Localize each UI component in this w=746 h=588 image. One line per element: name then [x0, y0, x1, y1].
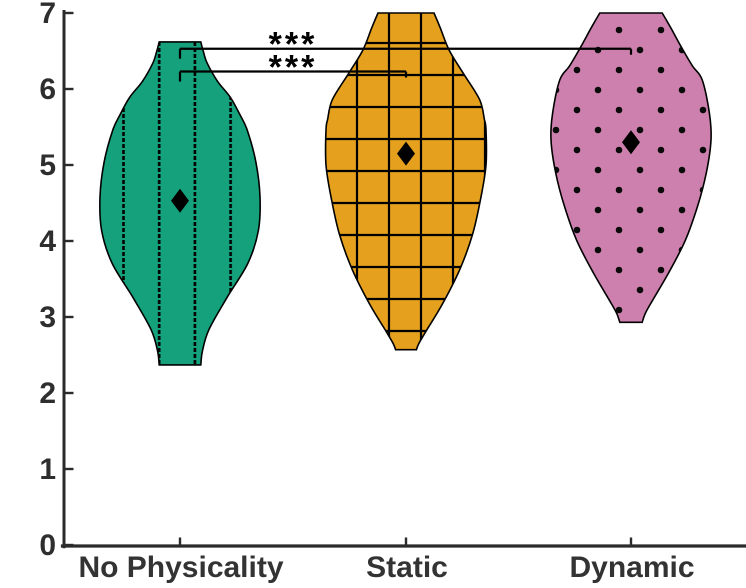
mean-diamond-marker [622, 130, 640, 155]
axes-layer [60, 10, 746, 549]
y-tick-label-6: 6 [39, 73, 56, 106]
violin-no-physicality [99, 41, 261, 366]
significance-stars: *** [269, 49, 318, 87]
y-tick-labels: 0 1 2 3 4 5 6 7 [39, 0, 56, 562]
x-label-no-physicality: No Physicality [78, 551, 283, 584]
violin-hatch-grid [325, 13, 487, 350]
y-tick-label-0: 0 [39, 529, 56, 562]
y-tick-label-1: 1 [39, 453, 56, 486]
y-tick-label-2: 2 [39, 377, 56, 410]
ticks-layer [64, 11, 633, 547]
y-tick-label-4: 4 [39, 225, 56, 258]
y-tick-label-5: 5 [39, 149, 56, 182]
violin-hatch-dots [550, 13, 712, 323]
y-tick-label-3: 3 [39, 301, 56, 334]
significance-bracket-1: *** [178, 49, 408, 87]
y-tick-label-7: 7 [39, 0, 56, 30]
significance-bracket-0: *** [178, 26, 633, 64]
x-label-dynamic: Dynamic [569, 551, 694, 584]
violins-layer [99, 12, 712, 366]
mean-diamond-marker [171, 188, 189, 213]
violin-dynamic [550, 12, 712, 324]
significance-stars: *** [269, 26, 318, 64]
significance-layer: ****** [178, 26, 633, 87]
x-label-static: Static [366, 551, 448, 584]
x-category-labels: No Physicality Static Dynamic [78, 551, 694, 584]
violin-static [324, 12, 488, 351]
mean-diamond-marker [397, 141, 415, 166]
